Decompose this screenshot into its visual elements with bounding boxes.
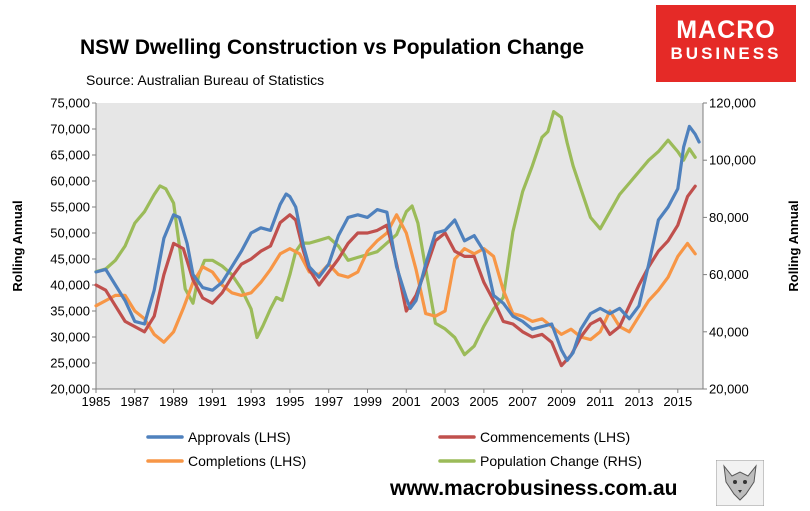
legend-label-completions: Completions (LHS) — [188, 453, 306, 469]
series-line-population — [94, 109, 697, 357]
left-tick-label: 25,000 — [50, 356, 90, 371]
legend-label-population: Population Change (RHS) — [480, 453, 642, 469]
x-tick-label: 1999 — [353, 394, 382, 409]
x-tick-label: 1993 — [237, 394, 266, 409]
left-tick-label: 20,000 — [50, 382, 90, 397]
right-tick-label: 60,000 — [709, 267, 749, 282]
left-tick-label: 30,000 — [50, 330, 90, 345]
x-tick-label: 1997 — [314, 394, 343, 409]
right-tick-label: 80,000 — [709, 210, 749, 225]
x-tick-label: 2007 — [508, 394, 537, 409]
x-tick-label: 1995 — [275, 394, 304, 409]
x-tick-label: 2013 — [625, 394, 654, 409]
left-axis-label: Rolling Annual — [10, 200, 25, 291]
right-tick-label: 120,000 — [709, 96, 756, 111]
left-tick-label: 60,000 — [50, 174, 90, 189]
logo-line-2: BUSINESS — [670, 44, 782, 63]
chart-title: NSW Dwelling Construction vs Population … — [80, 36, 585, 59]
plot-area — [96, 103, 703, 389]
website-url: www.macrobusiness.com.au — [390, 477, 678, 500]
x-tick-label: 2011 — [586, 394, 614, 409]
left-tick-label: 55,000 — [50, 200, 90, 215]
chart-series — [94, 109, 701, 368]
right-tick-label: 40,000 — [709, 324, 749, 339]
left-tick-label: 45,000 — [50, 252, 90, 267]
x-tick-label: 1989 — [159, 394, 188, 409]
macrobusiness-logo: MACRO BUSINESS — [656, 5, 796, 82]
x-tick-label: 2009 — [547, 394, 576, 409]
x-tick-label: 2003 — [431, 394, 460, 409]
left-tick-label: 75,000 — [50, 96, 90, 111]
series-line-approvals — [94, 124, 701, 362]
legend-label-commencements: Commencements (LHS) — [480, 429, 630, 445]
x-tick-label: 1985 — [82, 394, 111, 409]
x-tick-label: 1991 — [198, 394, 227, 409]
logo-line-1: MACRO — [676, 16, 776, 44]
x-tick-label: 2005 — [469, 394, 498, 409]
left-tick-label: 70,000 — [50, 122, 90, 137]
x-tick-label: 2015 — [663, 394, 692, 409]
fox-mascot-icon — [716, 460, 764, 506]
x-tick-label: 1987 — [120, 394, 149, 409]
right-tick-label: 100,000 — [709, 153, 756, 168]
right-tick-label: 20,000 — [709, 382, 749, 397]
right-axis-label: Rolling Annual — [786, 200, 801, 291]
left-tick-label: 40,000 — [50, 278, 90, 293]
chart-legend: Approvals (LHS) Commencements (LHS) Comple… — [146, 429, 642, 469]
left-tick-label: 35,000 — [50, 304, 90, 319]
left-tick-label: 65,000 — [50, 148, 90, 163]
chart-source: Source: Australian Bureau of Statistics — [86, 72, 325, 88]
left-tick-label: 50,000 — [50, 226, 90, 241]
legend-label-approvals: Approvals (LHS) — [188, 429, 291, 445]
x-tick-label: 2001 — [392, 394, 421, 409]
chart-axes: 20,000 25,000 30,000 35,000 40,000 45,000 50,0… — [50, 96, 756, 410]
